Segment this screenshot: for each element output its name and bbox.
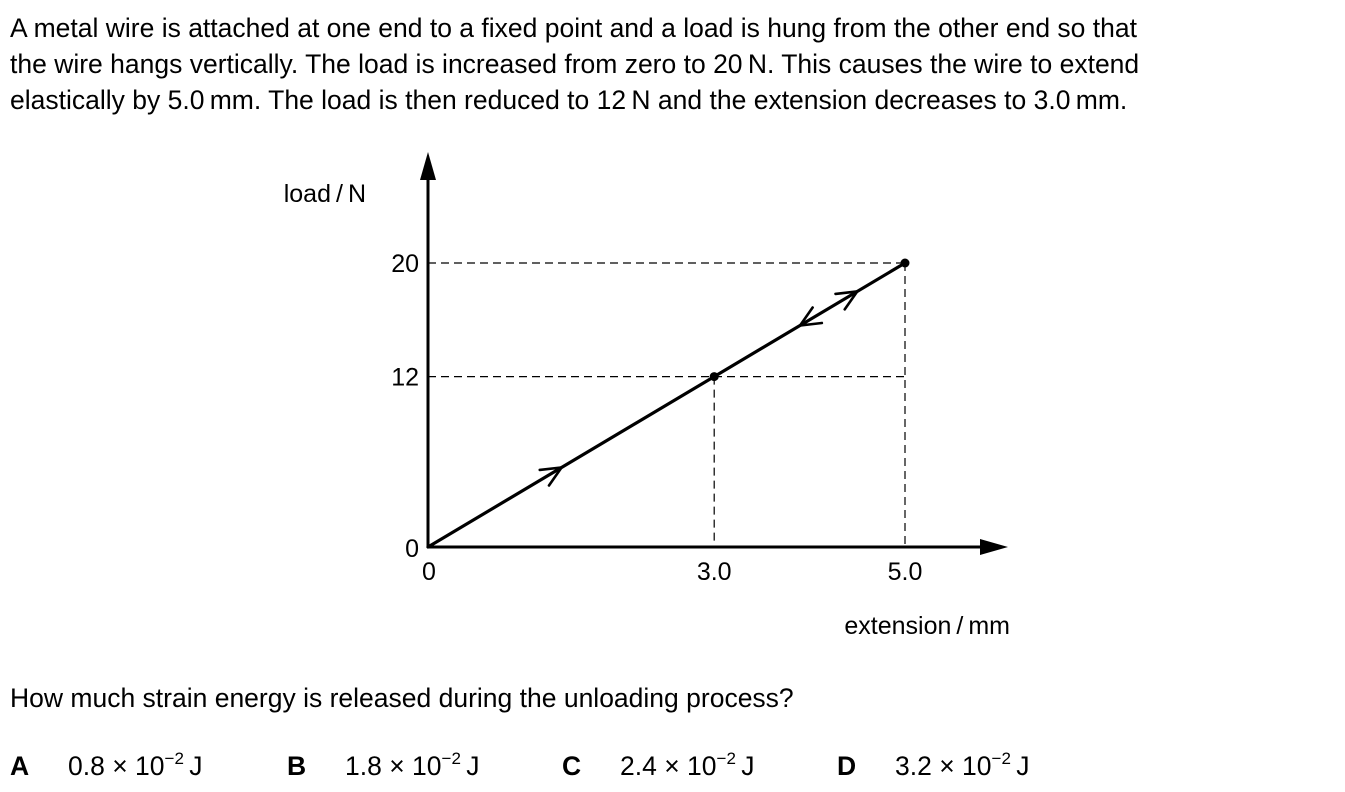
y-origin-label: 0 [405, 535, 419, 563]
data-points [709, 258, 910, 382]
intro-line-3: elastically by 5.0 mm. The load is then … [10, 85, 1128, 115]
option-letter: D [837, 751, 857, 781]
direction-arrows [538, 289, 861, 487]
x-tick-label-0: 3.0 [697, 558, 732, 586]
load-extension-line [426, 261, 907, 549]
option-value: 3.2 × 10−2 J [895, 749, 1030, 781]
x-tick-label-1: 5.0 [888, 558, 923, 586]
y-axis-arrowhead [420, 152, 436, 180]
question-text: How much strain energy is released durin… [10, 683, 794, 713]
x-axis-label: extension / mm [844, 612, 1010, 640]
question-intro: A metal wire is attached at one end to a… [10, 10, 1340, 118]
x-origin-label: 0 [422, 558, 436, 586]
y-tick-label-1: 20 [391, 250, 419, 278]
x-axis-arrowhead [980, 539, 1008, 555]
axes [420, 152, 1008, 555]
intro-line-2: the wire hangs vertically. The load is i… [10, 49, 1140, 79]
y-axis-label: load / N [284, 180, 366, 208]
option-value: 2.4 × 10−2 J [620, 749, 755, 781]
series-line-0 [426, 261, 907, 549]
direction-arrow-loading-2 [834, 289, 861, 311]
option-value: 0.8 × 10−2 J [68, 749, 203, 781]
dashed-guide-lines [428, 262, 906, 547]
option-letter: B [287, 751, 307, 781]
y-tick-label-0: 12 [391, 364, 419, 392]
tick-labels: 12 20 3.0 5.0 [391, 250, 922, 586]
option-letter: A [10, 751, 30, 781]
direction-arrow-loading-0 [538, 465, 565, 487]
axis-labels: load / N extension / mm 0 0 [284, 180, 1010, 640]
data-point-0 [709, 372, 719, 382]
data-point-1 [900, 258, 910, 268]
direction-arrow-unloading-1 [797, 306, 824, 328]
intro-line-1: A metal wire is attached at one end to a… [10, 13, 1137, 43]
option-letter: C [562, 751, 582, 781]
option-value: 1.8 × 10−2 J [345, 749, 480, 781]
